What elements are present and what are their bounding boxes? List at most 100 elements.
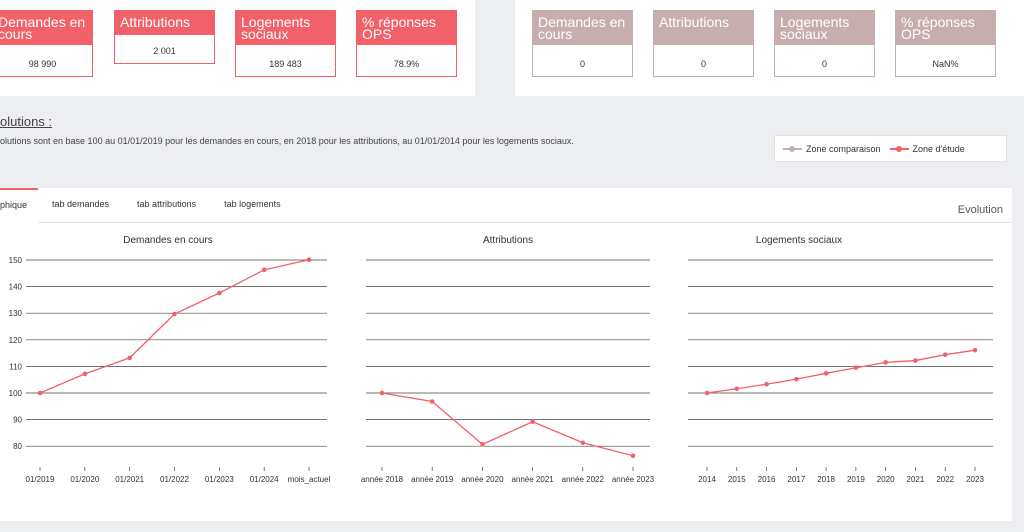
x-tick-label: 2021: [907, 475, 925, 484]
chart-title: Attributions: [483, 235, 533, 246]
kpi-card-attributions: Attributions 2 001: [114, 10, 215, 64]
evolution-section-title: olutions :: [0, 114, 53, 129]
kpi-value: 189 483: [269, 59, 302, 69]
data-point: [823, 371, 829, 376]
x-tick-label: année 2018: [361, 475, 404, 484]
y-tick-label: 80: [13, 442, 22, 451]
y-tick-label: 100: [9, 389, 23, 398]
kpi-value: 0: [821, 59, 827, 69]
data-point: [883, 360, 888, 365]
x-tick-label: 2022: [936, 475, 954, 484]
kpi-value: NaN%: [932, 59, 959, 69]
kpi-card-ops: % réponses OPS 78.9%: [356, 10, 457, 77]
x-tick-label: 2014: [698, 475, 716, 484]
x-tick-label: 01/2020: [70, 475, 99, 484]
kpi-title: Logements sociaux: [236, 11, 335, 45]
data-point: [764, 381, 769, 387]
kpi-title: % réponses OPS: [357, 11, 456, 45]
kpi-value: 2 001: [153, 46, 176, 56]
y-tick-label: 120: [9, 336, 23, 345]
kpi-card-demandes: Demandes en cours 98 990: [0, 10, 93, 77]
data-point: [794, 376, 799, 382]
kpi-title: Logements sociaux: [775, 11, 874, 45]
chart-title: Logements sociaux: [756, 235, 842, 246]
x-tick-label: année 2022: [562, 475, 605, 484]
kpi-card-demandes: Demandes en cours 0: [532, 10, 633, 77]
data-point: [172, 311, 177, 317]
tab-bar: phique tab demandes tab attributions tab…: [0, 188, 295, 223]
series-line-study: [39, 259, 310, 394]
data-point: [580, 440, 586, 446]
evolution-label: Evolution: [957, 204, 1003, 216]
legend-label-comparison: Zone comparaison: [806, 143, 881, 154]
y-tick-label: 150: [9, 256, 23, 265]
series-line-study: [706, 349, 976, 394]
x-tick-label: 2015: [728, 475, 746, 484]
data-point: [306, 257, 312, 263]
tab-demandes[interactable]: tab demandes: [52, 199, 110, 209]
x-tick-label: 01/2021: [115, 475, 144, 484]
tab-graphique[interactable]: phique: [0, 188, 38, 223]
x-tick-label: 2023: [966, 475, 984, 484]
kpi-value: 0: [579, 59, 585, 69]
data-point: [630, 453, 636, 459]
series-line-study: [381, 392, 634, 457]
kpi-value: 78.9%: [393, 59, 420, 69]
tab-underline: [38, 222, 1012, 223]
y-tick-label: 140: [9, 283, 23, 292]
x-tick-label: 01/2023: [205, 475, 234, 484]
kpi-title: Demandes en cours: [0, 11, 92, 45]
legend-swatch-comparison: [783, 145, 802, 152]
data-point: [37, 390, 43, 396]
data-point: [379, 390, 385, 396]
data-point: [734, 386, 740, 392]
data-point: [942, 352, 948, 357]
x-tick-label: année 2021: [511, 475, 554, 484]
y-tick-label: 90: [13, 416, 22, 425]
legend-swatch-study: [889, 145, 909, 152]
study-zone-kpi-panel: Demandes en cours 98 990 Attributions 2 …: [0, 0, 475, 96]
data-point: [480, 442, 485, 447]
x-tick-label: 2017: [787, 475, 805, 484]
data-point: [913, 358, 918, 363]
legend-label-study: Zone d'étude: [912, 143, 965, 154]
x-tick-label: année 2019: [411, 475, 454, 484]
kpi-title: Attributions: [654, 11, 753, 45]
y-tick-label: 110: [9, 362, 22, 371]
chart-card: phique tab demandes tab attributions tab…: [0, 188, 1012, 521]
x-tick-label: mois_actuel: [288, 475, 331, 484]
kpi-card-logements: Logements sociaux 0: [774, 10, 875, 77]
legend-item-study[interactable]: Zone d'étude: [889, 143, 965, 154]
data-point: [82, 371, 88, 377]
x-tick-label: année 2020: [461, 475, 504, 484]
chart-title: Demandes en cours: [123, 235, 213, 246]
x-tick-label: 01/2024: [250, 475, 279, 484]
x-tick-label: 2018: [817, 475, 835, 484]
kpi-title: % réponses OPS: [896, 11, 995, 45]
chart-legend: Zone comparaison Zone d'étude: [774, 135, 1007, 162]
charts-area: Demandes en cours 80 90 100 110 120 130 140 150 0…: [9, 235, 993, 484]
data-point: [429, 399, 435, 404]
kpi-title: Demandes en cours: [533, 11, 632, 45]
data-point: [217, 290, 222, 296]
data-point: [127, 355, 132, 361]
x-tick-label: 2020: [877, 475, 895, 484]
data-point: [853, 365, 859, 371]
x-tick-label: 2016: [758, 475, 776, 484]
kpi-value: 98 990: [28, 59, 57, 69]
comparison-zone-kpi-panel: Demandes en cours 0 Attributions 0 Logem…: [515, 0, 1024, 96]
y-tick-label: 130: [9, 309, 23, 318]
legend-item-comparison[interactable]: Zone comparaison: [783, 144, 881, 154]
kpi-value: 0: [700, 59, 706, 69]
data-point: [261, 267, 267, 273]
data-point: [704, 390, 710, 396]
kpi-card-ops: % réponses OPS NaN%: [895, 10, 996, 77]
data-point: [530, 419, 535, 425]
tab-logements[interactable]: tab logements: [224, 199, 281, 209]
x-tick-label: 01/2019: [26, 475, 55, 484]
kpi-title: Attributions: [115, 11, 214, 35]
tab-attributions[interactable]: tab attributions: [137, 199, 197, 209]
data-point: [972, 347, 978, 353]
evolution-note: olutions sont en base 100 au 01/01/2019 …: [0, 136, 574, 146]
x-tick-label: année 2023: [612, 475, 655, 484]
